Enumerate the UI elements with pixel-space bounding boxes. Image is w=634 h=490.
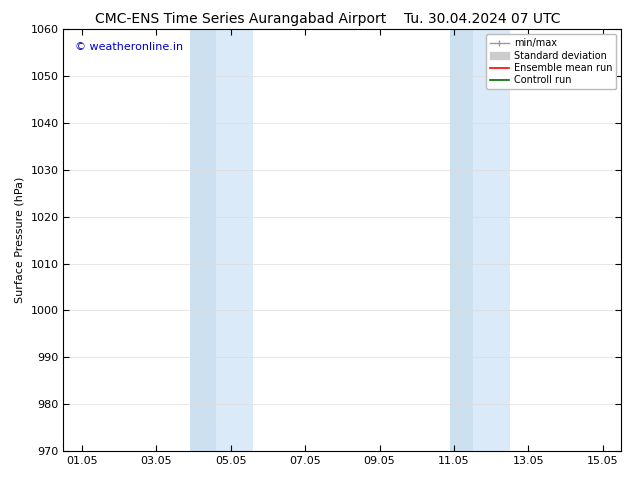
Text: CMC-ENS Time Series Aurangabad Airport: CMC-ENS Time Series Aurangabad Airport (95, 12, 387, 26)
Legend: min/max, Standard deviation, Ensemble mean run, Controll run: min/max, Standard deviation, Ensemble me… (486, 34, 616, 89)
Y-axis label: Surface Pressure (hPa): Surface Pressure (hPa) (15, 177, 25, 303)
Text: © weatheronline.in: © weatheronline.in (75, 42, 183, 52)
Bar (216, 29, 253, 451)
Bar (450, 29, 472, 451)
Bar (472, 29, 510, 451)
Text: Tu. 30.04.2024 07 UTC: Tu. 30.04.2024 07 UTC (404, 12, 560, 26)
Bar (190, 29, 216, 451)
